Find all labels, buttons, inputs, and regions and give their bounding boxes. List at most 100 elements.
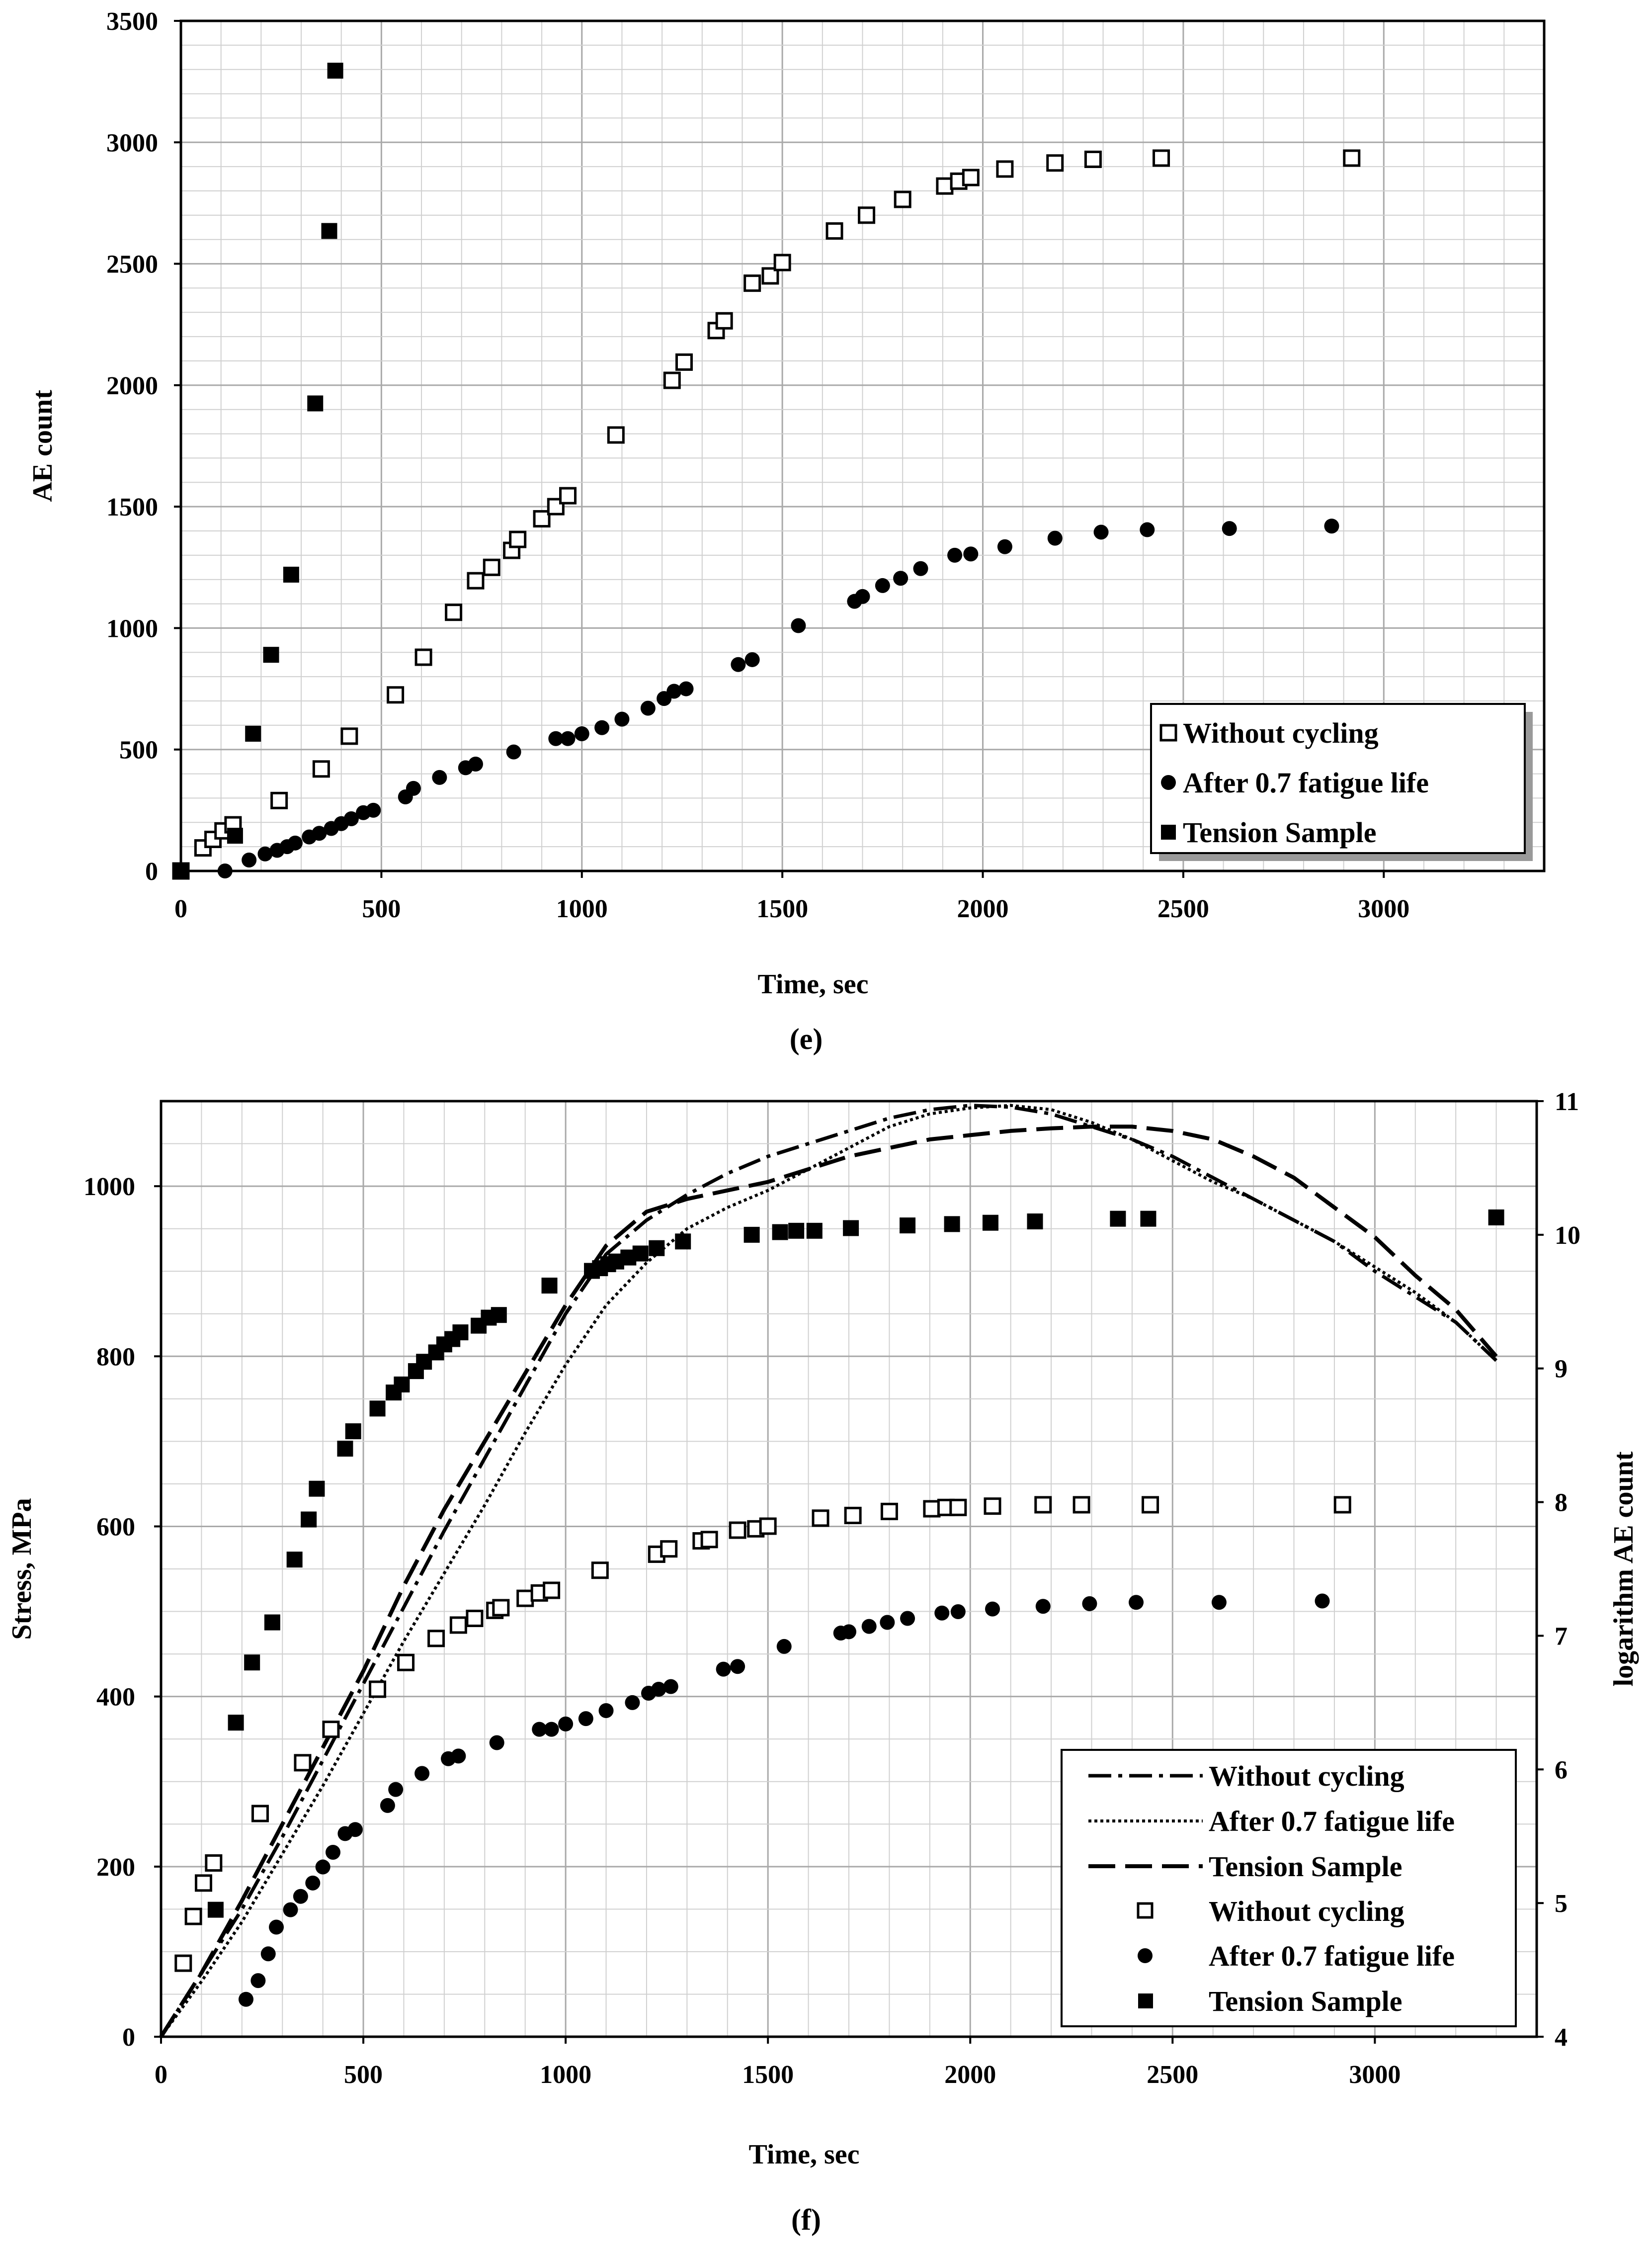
f-point-after-0-7-fatigue-life <box>900 1611 915 1626</box>
e-y-tick-label: 1500 <box>106 493 158 521</box>
f-point-after-0-7-fatigue-life <box>776 1639 792 1654</box>
f-point-after-0-7-fatigue-life <box>1082 1596 1097 1611</box>
e-point-after-0-7-fatigue-life <box>287 835 303 851</box>
e-panel-label: (e) <box>790 1023 823 1055</box>
e-point-after-0-7-fatigue-life <box>506 744 521 760</box>
e-point-after-0-7-fatigue-life <box>432 770 447 785</box>
f-y-tick-label: 800 <box>96 1343 135 1371</box>
f-point-without-cycling <box>1073 1496 1090 1514</box>
e-point-after-0-7-fatigue-life <box>574 726 589 741</box>
e-x-tick-label: 2000 <box>957 895 1009 923</box>
f-legend-marker-tension <box>1138 1993 1153 2008</box>
e-point-after-0-7-fatigue-life <box>744 652 760 667</box>
f-legend: Without cycling After 0.7 fatigue life T… <box>1061 1749 1517 2027</box>
e-point-without-cycling <box>675 353 693 371</box>
f-legend-marker-after-fatigue <box>1138 1948 1153 1963</box>
f-point-after-0-7-fatigue-life <box>347 1822 363 1837</box>
f-legend-label-line-after-fatigue: After 0.7 fatigue life <box>1209 1805 1455 1837</box>
e-point-after-0-7-fatigue-life <box>366 802 381 818</box>
f-point-after-0-7-fatigue-life <box>663 1679 678 1694</box>
e-point-after-0-7-fatigue-life <box>640 700 656 716</box>
e-point-after-0-7-fatigue-life <box>594 720 610 735</box>
e-legend-marker-tension <box>1161 825 1176 840</box>
f-point-after-0-7-fatigue-life <box>1035 1599 1051 1614</box>
f-point-tension-sample <box>207 1902 224 1918</box>
f-point-after-0-7-fatigue-life <box>293 1889 308 1904</box>
e-legend-label-after-fatigue: After 0.7 fatigue life <box>1183 767 1429 799</box>
e-point-after-0-7-fatigue-life <box>1324 519 1339 534</box>
f-point-tension-sample <box>900 1217 916 1234</box>
f-point-tension-sample <box>1488 1209 1504 1225</box>
e-legend-label-without-cycling: Without cycling <box>1183 717 1379 749</box>
f-line-without-cycling <box>160 1104 1498 2038</box>
e-point-after-0-7-fatigue-life <box>875 578 890 593</box>
e-point-after-0-7-fatigue-life <box>666 684 682 699</box>
f-point-without-cycling <box>397 1653 415 1671</box>
f-point-without-cycling <box>812 1509 829 1527</box>
f-x-tick-label: 0 <box>155 2061 167 2089</box>
f-x-tick-label: 2000 <box>944 2061 996 2089</box>
e-point-after-0-7-fatigue-life <box>855 589 870 604</box>
e-point-without-cycling <box>715 312 733 330</box>
f-point-without-cycling <box>949 1498 967 1516</box>
f-legend-label-points-tension: Tension Sample <box>1209 1985 1403 2017</box>
e-point-without-cycling <box>533 510 551 528</box>
f-point-after-0-7-fatigue-life <box>1315 1593 1330 1609</box>
e-point-without-cycling <box>340 727 358 745</box>
f-point-after-0-7-fatigue-life <box>841 1624 856 1640</box>
f-point-tension-sample <box>982 1214 998 1231</box>
e-point-after-0-7-fatigue-life <box>997 539 1012 554</box>
f-point-tension-sample <box>337 1441 353 1457</box>
f-point-tension-sample <box>286 1552 303 1568</box>
f-point-without-cycling <box>427 1630 445 1647</box>
f-x-axis-label: Time, sec <box>749 2139 860 2170</box>
f-point-after-0-7-fatigue-life <box>414 1766 430 1781</box>
e-y-tick-label: 1000 <box>106 614 158 643</box>
e-point-without-cycling <box>387 686 405 704</box>
f-point-tension-sample <box>806 1222 823 1239</box>
f-point-tension-sample <box>743 1226 760 1243</box>
f-y-tick-label: 400 <box>96 1683 135 1712</box>
e-point-without-cycling <box>509 530 527 548</box>
e-point-after-0-7-fatigue-life <box>1093 524 1109 540</box>
f-y2-tick-label: 7 <box>1555 1622 1568 1650</box>
e-point-tension-sample <box>263 647 279 663</box>
e-point-without-cycling <box>445 604 463 621</box>
f-point-after-0-7-fatigue-life <box>1211 1595 1227 1610</box>
f-point-after-0-7-fatigue-life <box>532 1722 547 1737</box>
f-point-after-0-7-fatigue-life <box>861 1619 877 1634</box>
e-point-without-cycling <box>996 160 1014 178</box>
f-point-without-cycling <box>591 1561 609 1579</box>
f-point-without-cycling <box>492 1599 510 1617</box>
e-y-tick-label: 0 <box>145 858 158 886</box>
f-point-after-0-7-fatigue-life <box>716 1661 731 1677</box>
f-point-without-cycling <box>294 1754 312 1772</box>
e-x-tick-label: 0 <box>174 895 187 923</box>
f-point-tension-sample <box>649 1240 665 1256</box>
f-point-after-0-7-fatigue-life <box>985 1601 1000 1617</box>
f-x-tick-label: 1500 <box>742 2061 794 2089</box>
e-point-after-0-7-fatigue-life <box>257 846 273 862</box>
e-x-axis-label: Time, sec <box>758 969 869 1000</box>
f-point-without-cycling <box>543 1581 561 1599</box>
e-point-without-cycling <box>894 190 911 208</box>
f-point-without-cycling <box>759 1517 777 1535</box>
f-point-without-cycling <box>1333 1496 1351 1514</box>
f-point-after-0-7-fatigue-life <box>934 1605 950 1621</box>
e-point-without-cycling <box>483 558 500 576</box>
f-point-tension-sample <box>675 1233 691 1250</box>
f-y2-tick-label: 5 <box>1555 1890 1568 1918</box>
e-point-tension-sample <box>227 828 243 844</box>
chart-f: 0 500 1000 1500 2000 2500 3000 0 200 400 600 800 100… <box>6 1088 1639 2236</box>
f-point-after-0-7-fatigue-life <box>380 1798 395 1813</box>
e-x-tick-label: 2500 <box>1157 895 1209 923</box>
e-point-without-cycling <box>773 254 791 271</box>
f-y-tick-label: 600 <box>96 1513 135 1541</box>
e-point-without-cycling <box>312 760 330 778</box>
e-point-after-0-7-fatigue-life <box>947 547 963 563</box>
e-y-tick-label: 2500 <box>106 251 158 279</box>
f-point-without-cycling <box>184 1907 202 1925</box>
f-y2-tick-label: 11 <box>1555 1088 1579 1116</box>
f-y-tick-label: 1000 <box>83 1173 135 1201</box>
f-point-tension-sample <box>309 1480 325 1497</box>
